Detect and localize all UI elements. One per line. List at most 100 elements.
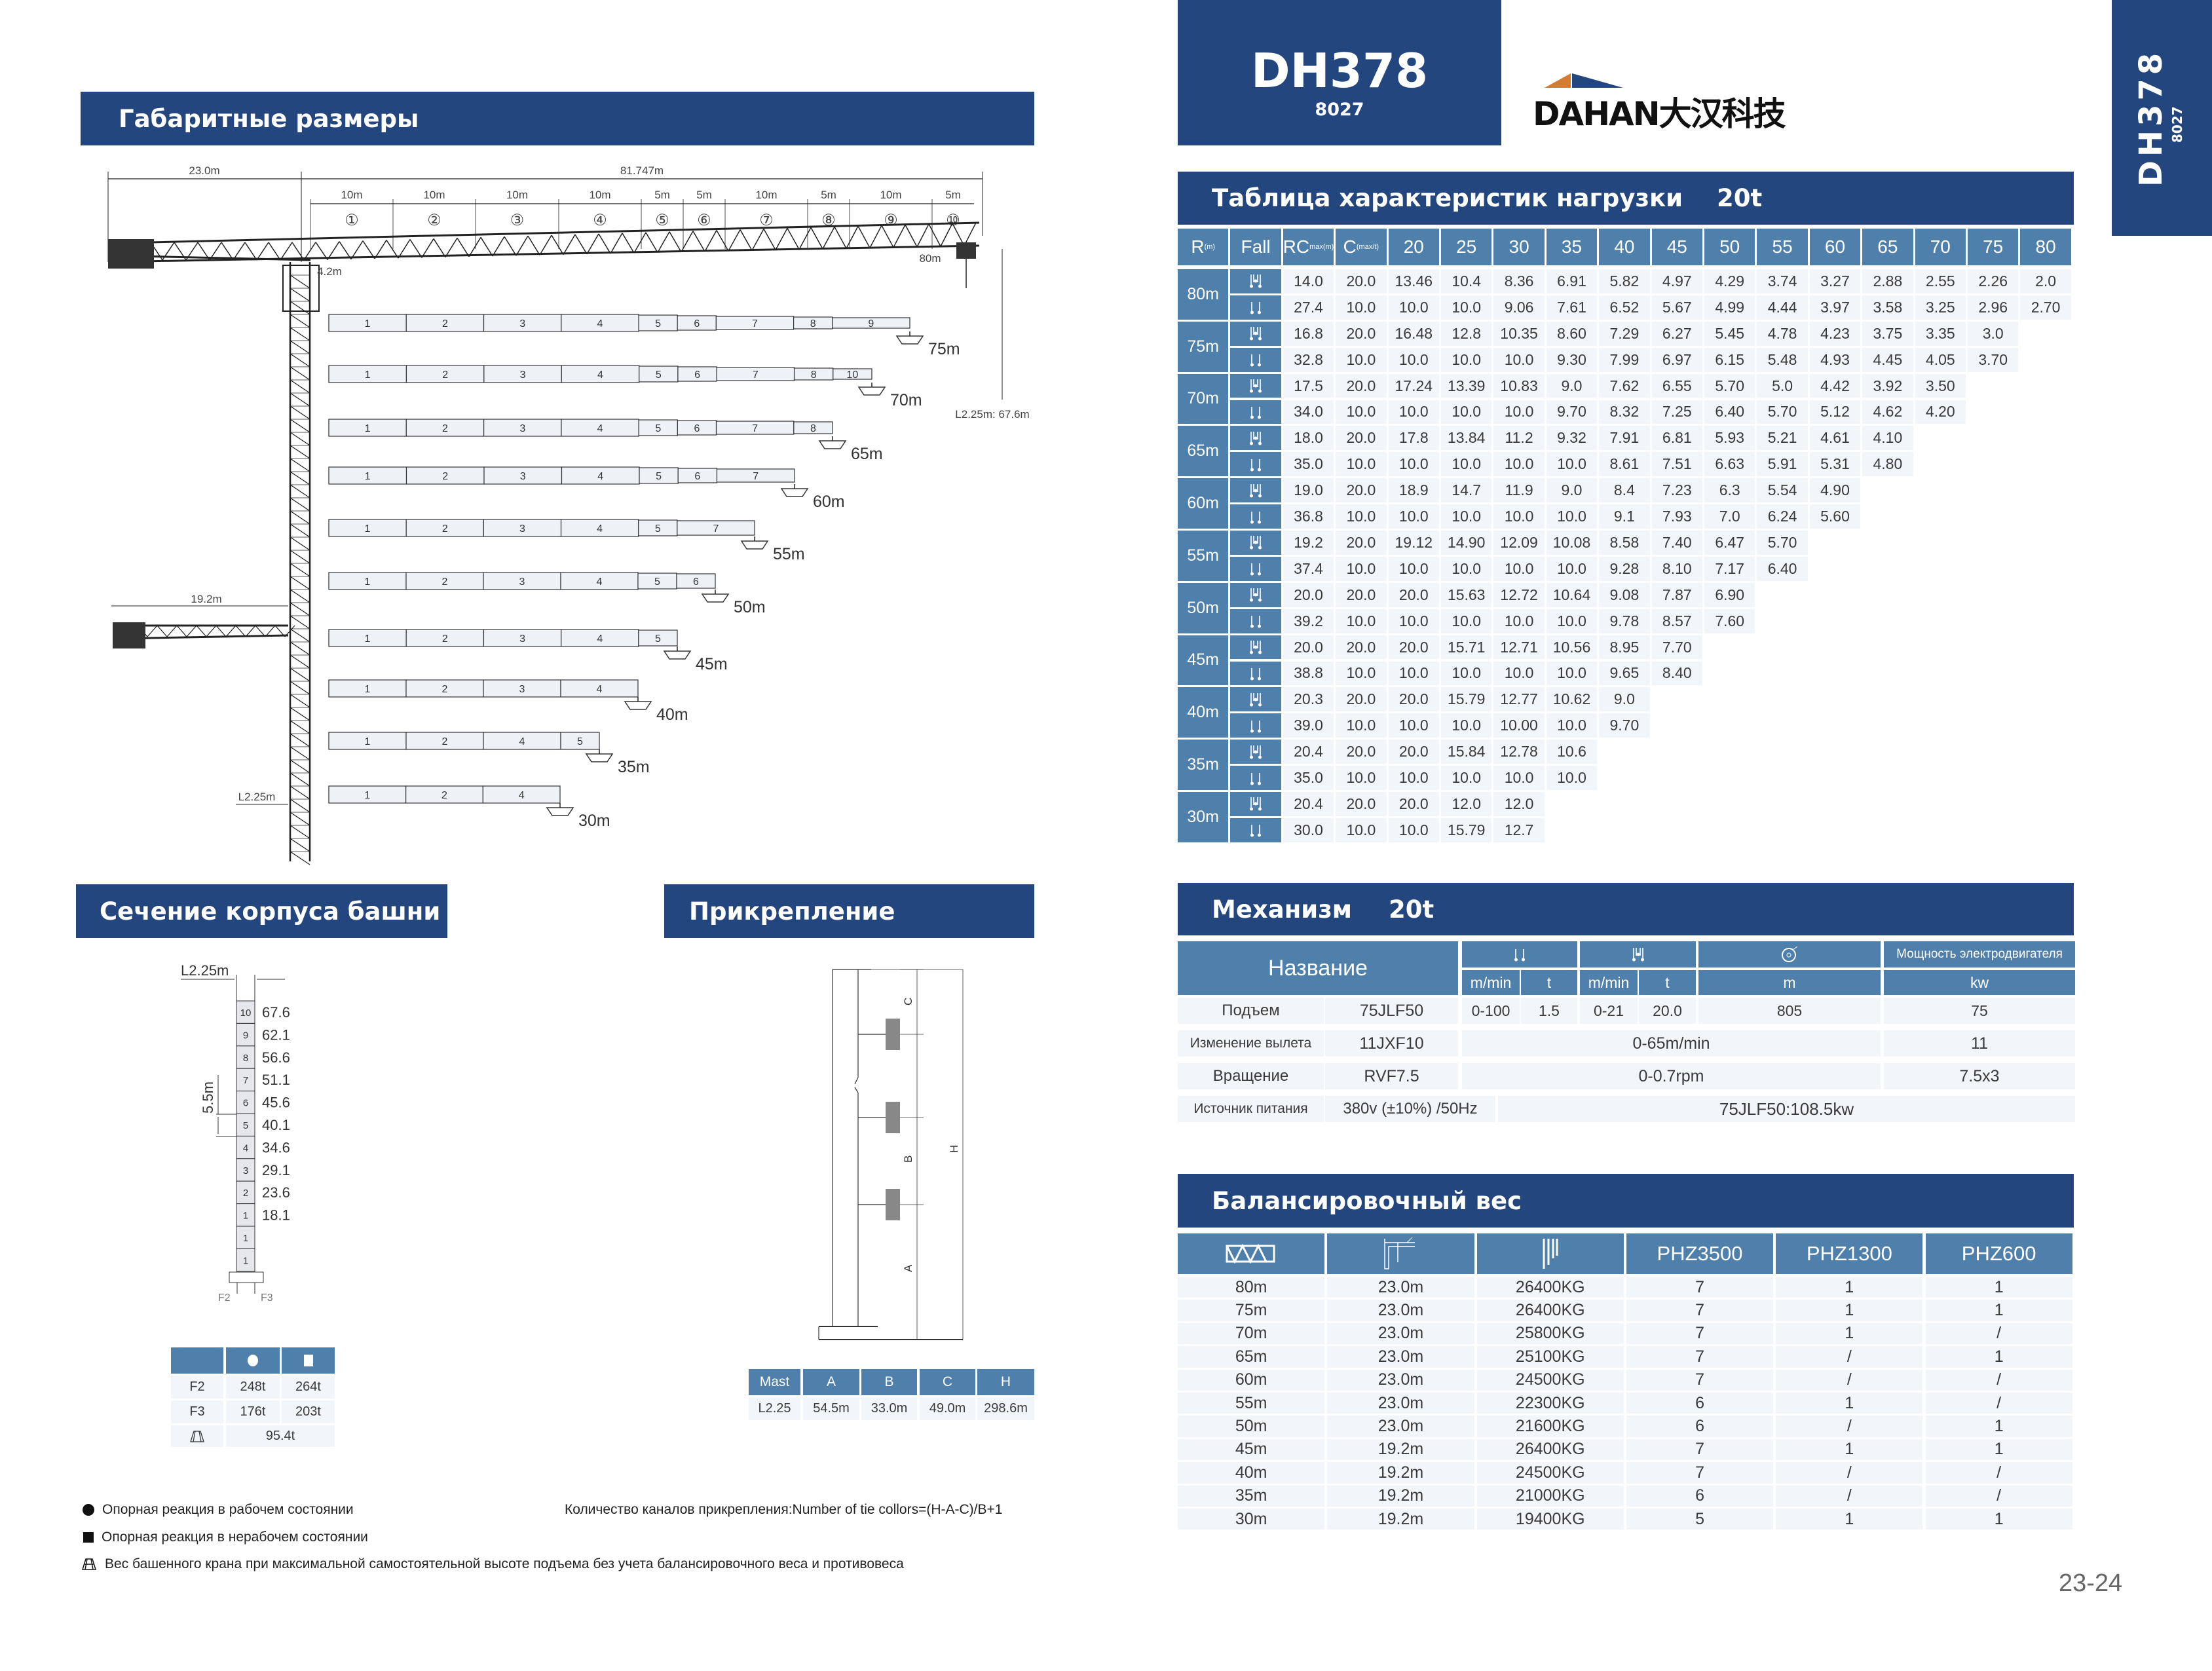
jib-lattice [516,235,529,256]
load-value: 4.10 [1862,426,1913,451]
short-counter-jib-label: 19.2m [191,593,221,605]
jib-length: 70m [1178,1323,1325,1345]
mast-height: 51.1 [262,1072,290,1088]
load-value: 20.0 [1388,792,1439,816]
load-value: 9.32 [1546,426,1598,451]
section-length-label: 5m [654,189,670,201]
hoist-power: 75 [1884,998,2075,1024]
counter-jib-length: 19.2m [1327,1509,1474,1530]
counter-jib-length: 19.2m [1327,1462,1474,1484]
jib-segment-number: 4 [597,633,603,645]
load-value: 9.70 [1599,713,1650,738]
jib-segment-number: 7 [753,369,759,381]
load-value: 3.92 [1862,373,1913,398]
jib-segment [483,314,562,332]
crane-diagram: 23.0m 81.747m 10m ① 10m ② 10m ③ 10m ④ 5m ⑤ 5m ⑥ 10m ⑦ 5m… [107,164,1030,865]
mast-section [236,1248,255,1272]
jib-segment [560,679,639,698]
load-value: 13.84 [1441,426,1492,451]
tie-value: 49.0m [920,1397,975,1420]
tie-diagram: C B A H [818,969,964,1340]
load-value: 6.40 [1704,400,1755,424]
tower-lattice [290,812,310,826]
load-value: 20.0 [1388,740,1439,764]
load-value: 20.0 [1388,687,1439,712]
mast-section-number: 1 [243,1255,248,1266]
c-value: 10.0 [1336,452,1387,477]
phz3500-count: 7 [1626,1438,1774,1461]
load-value: 10.0 [1546,713,1598,738]
jib-segment-number: 7 [713,523,719,535]
jib-length: 65m [1178,426,1229,477]
mast-section-number: 5 [243,1120,248,1131]
jib-lattice [291,242,305,261]
load-value: 10.0 [1388,347,1439,372]
jib-top-chord [150,221,980,244]
jib-config-label: 30m [578,812,610,830]
tower-lattice [290,274,310,289]
rc-value: 38.8 [1283,661,1334,686]
drawing-line [854,1077,859,1085]
tower-lattice [290,392,310,407]
section-length-label: 5m [945,189,961,201]
drawing-line [235,625,246,637]
tie-value: L2.25 [749,1397,800,1420]
header-radius-65: 65 [1862,229,1913,265]
jib-lattice [551,235,564,255]
jib-config-label: 60m [813,493,845,511]
header-radius-40: 40 [1599,229,1650,265]
jib-segment-number: 4 [597,523,603,535]
load-value: 5.31 [1809,452,1861,477]
cab-label: 4.2m [317,265,342,278]
logo-triangle-icon [1545,73,1623,88]
jib-segment [833,368,872,380]
section-length-label: 10m [341,189,362,201]
tower-lattice [290,720,310,734]
load-value: 5.67 [1651,295,1702,320]
jib-lattice [692,231,705,252]
jib-segment [405,785,483,804]
mechanism-title: Механизм [1212,895,1352,924]
jib-lattice [244,242,257,261]
tie-collar [886,1019,900,1050]
dimension-label: 81.747m [620,164,664,177]
four-fall-hook-icon [1230,321,1281,346]
jib-lattice [256,242,269,261]
load-value: 4.05 [1915,347,1966,372]
jib-segment-number: 3 [519,318,525,329]
jib-lattice [268,242,281,261]
load-value: 10.0 [1546,609,1598,633]
jib-config-label: 70m [890,391,922,409]
unit-speed: m/min [1462,970,1520,995]
two-fall-hook-icon [1230,609,1281,633]
load-value: 15.79 [1441,817,1492,842]
load-value: 4.80 [1862,452,1913,477]
hook-icon [624,701,652,710]
load-value: 9.30 [1546,347,1598,372]
tower-lattice [290,563,310,577]
counterweight: 26400KG [1476,1277,1624,1298]
load-value: 6.90 [1704,582,1755,607]
load-value: 10.0 [1388,817,1439,842]
tie-header-a: A [803,1369,859,1395]
tie-value: 54.5m [803,1397,859,1420]
rc-value: 39.0 [1283,713,1334,738]
load-value: 4.78 [1757,321,1808,346]
load-value: 2.88 [1862,269,1913,293]
jib-segment [483,679,561,698]
unit-load: t [1521,970,1577,995]
mast-section [236,1203,255,1227]
load-value: 10.0 [1388,452,1439,477]
load-value: 7.23 [1651,478,1702,503]
four-fall-hook-icon [1230,478,1281,503]
jib-lattice [763,229,776,250]
mast-height: 62.1 [262,1026,290,1043]
mast-height: 45.6 [262,1095,290,1111]
counter-jib-length: 23.0m [1327,1369,1474,1391]
jib-segment-number: 2 [442,318,448,329]
header-rc: RC max(m) [1283,229,1334,265]
jib-lattice [751,229,764,251]
unit-power: kw [1884,970,2075,995]
load-value: 3.75 [1862,321,1913,346]
header-c-label: C [1343,236,1357,257]
